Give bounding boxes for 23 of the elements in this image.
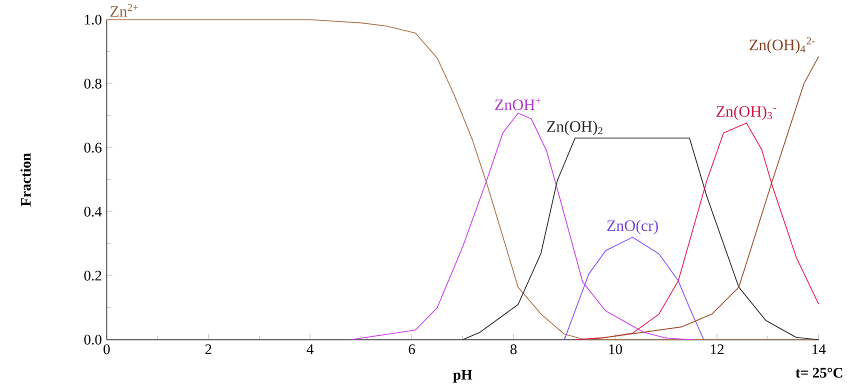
y-tick-label: 1.0	[85, 14, 102, 25]
y-tick-label: 0.6	[84, 142, 102, 153]
y-tick-label: 0.0	[84, 334, 102, 345]
x-tick-label: 8	[510, 344, 517, 354]
x-tick-label: 4	[306, 344, 314, 354]
x-tick-label: 12	[710, 344, 724, 354]
x-tick-label: 14	[812, 344, 826, 354]
text: t= 25°C	[796, 368, 842, 378]
x-tick-label: 6	[408, 344, 416, 354]
y-tick-label: 0.4	[84, 206, 102, 217]
y-tick-label: 0.2	[84, 270, 102, 281]
x-tick-label: 0	[104, 344, 110, 354]
x-axis-title: pH	[453, 370, 472, 383]
series-label: Zn$^{2+}$	[110, 4, 138, 17]
series-label: ZnOH$^{+}$	[495, 98, 541, 110]
x-tick-label: 2	[205, 344, 212, 354]
x-tick-label: 10	[609, 344, 622, 354]
y-tick-label: 0.8	[84, 78, 102, 89]
series-label: Zn(OH)$_{4}$2-	[750, 37, 815, 54]
series-label: Zn(OH)$_{2}$	[547, 120, 602, 136]
series-label: ZnO(cr)	[607, 220, 658, 234]
series-label: Zn(OH)$_{3}$-	[716, 106, 776, 120]
y-axis-title: Fraction	[20, 153, 31, 206]
